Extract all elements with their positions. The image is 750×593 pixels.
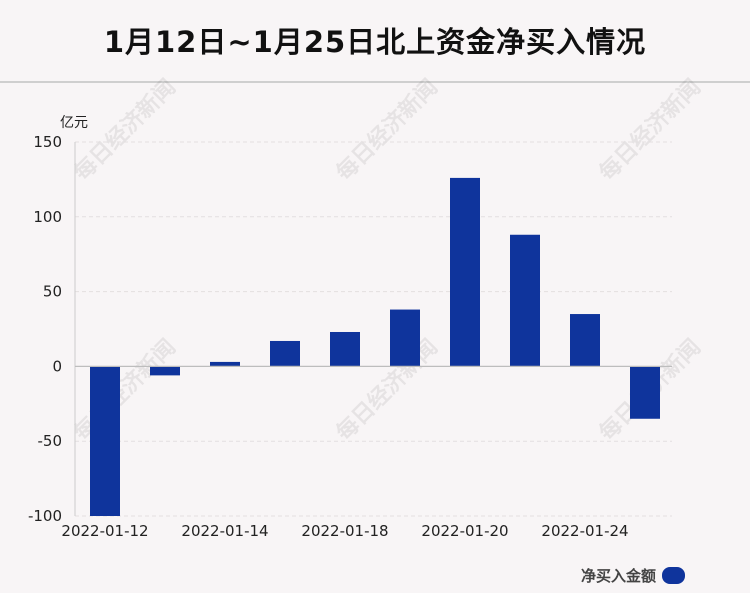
y-tick-label: 50 — [43, 283, 62, 301]
legend-swatch — [662, 567, 685, 584]
x-tick-label: 2022-01-18 — [301, 522, 388, 540]
y-tick-label: 150 — [33, 133, 62, 151]
bar — [510, 234, 540, 367]
bar — [270, 340, 300, 367]
y-axis-unit-label: 亿元 — [60, 115, 88, 131]
x-tick-label: 2022-01-24 — [541, 522, 628, 540]
bar — [150, 366, 180, 376]
bar — [570, 314, 600, 367]
watermark-text: 每日经济新闻 — [594, 74, 706, 186]
y-tick-label: -50 — [38, 432, 63, 450]
bar — [330, 331, 360, 367]
watermark-text: 每日经济新闻 — [331, 74, 443, 186]
bar — [210, 361, 240, 367]
chart-title: 1月12日~1月25日北上资金净买入情况 — [103, 25, 647, 59]
bar — [90, 366, 120, 516]
legend: 净买入金额 — [581, 565, 685, 586]
y-tick-label: 0 — [52, 357, 62, 375]
y-tick-label: -100 — [28, 507, 62, 525]
bar — [450, 177, 480, 367]
y-tick-label: 100 — [33, 208, 62, 226]
x-tick-label: 2022-01-20 — [421, 522, 508, 540]
x-tick-label: 2022-01-12 — [61, 522, 148, 540]
legend-label: 净买入金额 — [580, 567, 656, 585]
title-divider — [0, 81, 750, 83]
x-tick-label: 2022-01-14 — [181, 522, 268, 540]
bar — [390, 309, 420, 367]
watermark-text: 每日经济新闻 — [69, 334, 181, 446]
bar — [630, 366, 660, 419]
